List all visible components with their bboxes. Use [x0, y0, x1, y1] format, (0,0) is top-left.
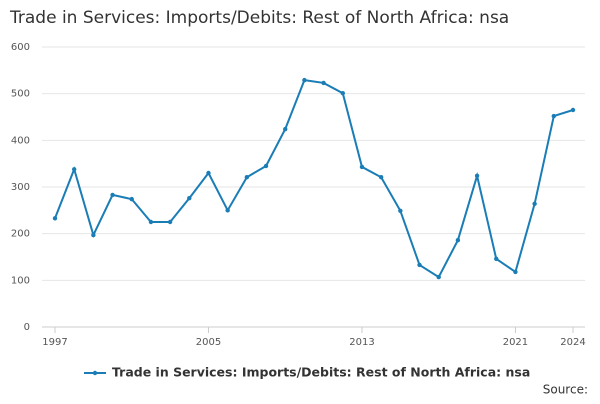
point — [225, 208, 230, 213]
point — [551, 113, 557, 119]
point — [321, 80, 326, 86]
y-tick-label: 500 — [11, 89, 30, 100]
y-tick-label: 0 — [24, 322, 30, 333]
point — [187, 196, 192, 201]
point — [129, 196, 134, 202]
x-tick-label: 2021 — [503, 337, 528, 348]
point — [148, 219, 154, 225]
point — [302, 77, 307, 83]
chart-title: Trade in Services: Imports/Debits: Rest … — [9, 8, 509, 28]
point — [52, 216, 58, 221]
point — [91, 232, 96, 238]
point — [167, 219, 173, 225]
point — [71, 167, 77, 172]
point — [436, 274, 441, 280]
point — [455, 238, 461, 243]
point — [206, 170, 211, 176]
y-tick-label: 400 — [11, 135, 30, 146]
y-tick-label: 300 — [11, 182, 30, 193]
point — [474, 173, 480, 178]
point — [110, 192, 115, 198]
point — [378, 175, 384, 180]
x-tick-label: 2024 — [560, 337, 585, 348]
legend-marker — [92, 370, 98, 376]
point — [359, 164, 365, 170]
point — [417, 262, 422, 268]
point — [244, 175, 250, 180]
point — [532, 201, 537, 206]
y-tick-label: 600 — [11, 42, 30, 53]
point — [340, 91, 345, 96]
source: Source: — [543, 383, 588, 397]
point — [570, 107, 576, 113]
point — [263, 163, 269, 169]
y-tick-label: 100 — [11, 275, 30, 286]
x-tick-label: 2005 — [196, 337, 221, 348]
point — [398, 208, 403, 213]
y-tick-label: 200 — [11, 229, 30, 240]
x-tick-label: 1997 — [42, 337, 67, 348]
point — [494, 256, 499, 262]
legend-label: Trade in Services: Imports/Debits: Rest … — [112, 365, 530, 380]
point — [283, 126, 288, 132]
series-line — [54, 79, 574, 279]
x-tick-label: 2013 — [349, 337, 374, 348]
point — [513, 269, 518, 275]
